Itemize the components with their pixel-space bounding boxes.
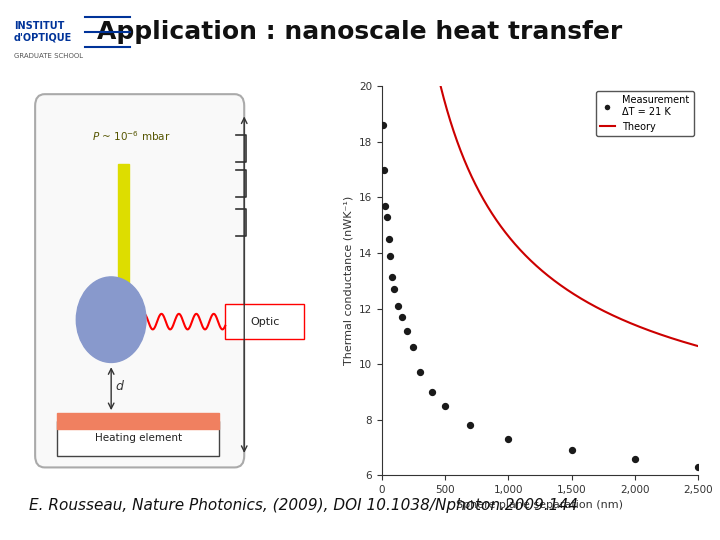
Point xyxy=(384,252,396,260)
Point xyxy=(439,401,451,410)
Point xyxy=(392,301,404,310)
Bar xyxy=(117,164,129,312)
Point xyxy=(401,327,413,335)
Point xyxy=(408,343,419,352)
Point xyxy=(503,435,514,443)
Point xyxy=(693,463,704,471)
Point xyxy=(414,368,426,377)
FancyBboxPatch shape xyxy=(35,94,244,468)
Text: GRADUATE SCHOOL: GRADUATE SCHOOL xyxy=(14,53,83,59)
Point xyxy=(566,446,577,455)
Legend: Measurement
ΔT = 21 K, Theory: Measurement ΔT = 21 K, Theory xyxy=(596,91,693,136)
Point xyxy=(387,272,398,281)
Text: $P$ ~ 10$^{-6}$ mbar: $P$ ~ 10$^{-6}$ mbar xyxy=(92,129,171,143)
Bar xyxy=(58,421,219,456)
Text: E. Rousseau, Nature Photonics, (2009), DOI 10.1038/Nphoton.2009.144: E. Rousseau, Nature Photonics, (2009), D… xyxy=(29,498,577,513)
Text: d: d xyxy=(116,380,124,393)
Point xyxy=(381,213,392,221)
Point xyxy=(464,421,476,429)
Text: Application : nanoscale heat transfer: Application : nanoscale heat transfer xyxy=(97,19,623,44)
Text: Optic: Optic xyxy=(250,316,279,327)
Text: INSTITUT
d'OPTIQUE: INSTITUT d'OPTIQUE xyxy=(14,22,72,43)
Point xyxy=(396,313,408,321)
Circle shape xyxy=(76,277,146,362)
Point xyxy=(377,121,389,130)
Bar xyxy=(58,413,219,429)
Text: Heating element: Heating element xyxy=(94,433,181,443)
Y-axis label: Thermal conductance (nWK⁻¹): Thermal conductance (nWK⁻¹) xyxy=(343,196,353,366)
Point xyxy=(389,285,400,293)
Point xyxy=(629,454,641,463)
Point xyxy=(379,201,391,210)
Point xyxy=(379,165,390,174)
Point xyxy=(383,235,395,244)
X-axis label: Sphere plane separation (nm): Sphere plane separation (nm) xyxy=(456,501,624,510)
Bar xyxy=(225,304,305,339)
Point xyxy=(426,388,438,396)
